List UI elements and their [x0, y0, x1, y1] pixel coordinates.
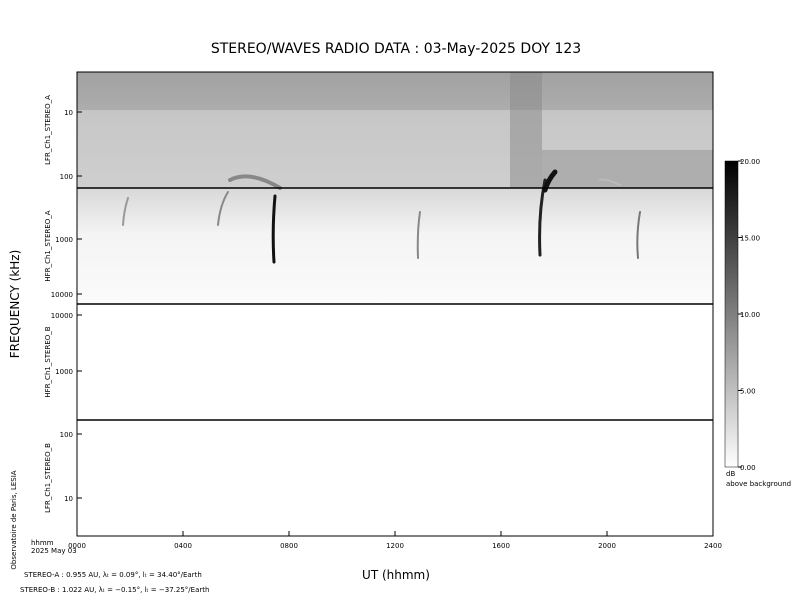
y-tick-label: 10	[64, 495, 73, 503]
title: STEREO/WAVES RADIO DATA : 03-May-2025 DO…	[211, 41, 581, 57]
y-tick-label: 10	[64, 109, 73, 117]
footer-line: STEREO-A : 0.955 AU, λₜ = 0.09°, lₜ = 34…	[24, 571, 202, 579]
colorbar-tick-label: 20.00	[740, 158, 760, 166]
noise-band	[77, 72, 713, 110]
y-tick-label: 100	[60, 173, 73, 181]
colorbar-tick-label: 10.00	[740, 311, 760, 319]
colorbar-caption: above background	[726, 480, 791, 488]
colorbar	[724, 160, 739, 468]
y-tick-label: 10000	[51, 312, 73, 320]
colorbar-unit: dB	[726, 470, 735, 478]
x-tick-label: 0800	[280, 542, 298, 550]
x-tick-label: 1600	[492, 542, 510, 550]
x-axis-label: UT (hhmm)	[362, 568, 430, 582]
y-tick-label: 10000	[51, 291, 73, 299]
y-axis-label: FREQUENCY (kHz)	[8, 250, 22, 359]
colorbar-tick-label: 0.00	[740, 464, 756, 472]
panel-label: LFR_Ch1_STEREO_A	[44, 95, 52, 165]
time-note: 2025 May 03	[31, 547, 77, 555]
colorbar-tick-label: 5.00	[740, 388, 756, 396]
x-tick-label: 1200	[386, 542, 404, 550]
footer-line: STEREO-B : 1.022 AU, λₜ = −0.15°, lₜ = −…	[20, 586, 209, 594]
panel-label: HFR_Ch1_STEREO_B	[44, 326, 52, 397]
x-tick-label: 2000	[598, 542, 616, 550]
colorbar-tick-label: 15.00	[740, 235, 760, 243]
x-tick-label: 0000	[68, 542, 86, 550]
y-tick-label: 1000	[55, 236, 73, 244]
x-tick-label: 0400	[174, 542, 192, 550]
y-tick-label: 100	[60, 431, 73, 439]
y-tick-label: 1000	[55, 368, 73, 376]
x-tick-label: 2400	[704, 542, 722, 550]
noise-band	[510, 72, 542, 188]
time-note: hhmm	[31, 539, 54, 547]
noise-band	[542, 150, 713, 188]
credit: Observatoire de Paris, LESIA	[10, 470, 18, 569]
spectrogram-hfr-a	[77, 188, 713, 304]
panel-label: LFR_Ch1_STEREO_B	[44, 443, 52, 513]
panel-label: HFR_Ch1_STEREO_A	[44, 210, 52, 281]
radio-bursts	[122, 169, 641, 264]
